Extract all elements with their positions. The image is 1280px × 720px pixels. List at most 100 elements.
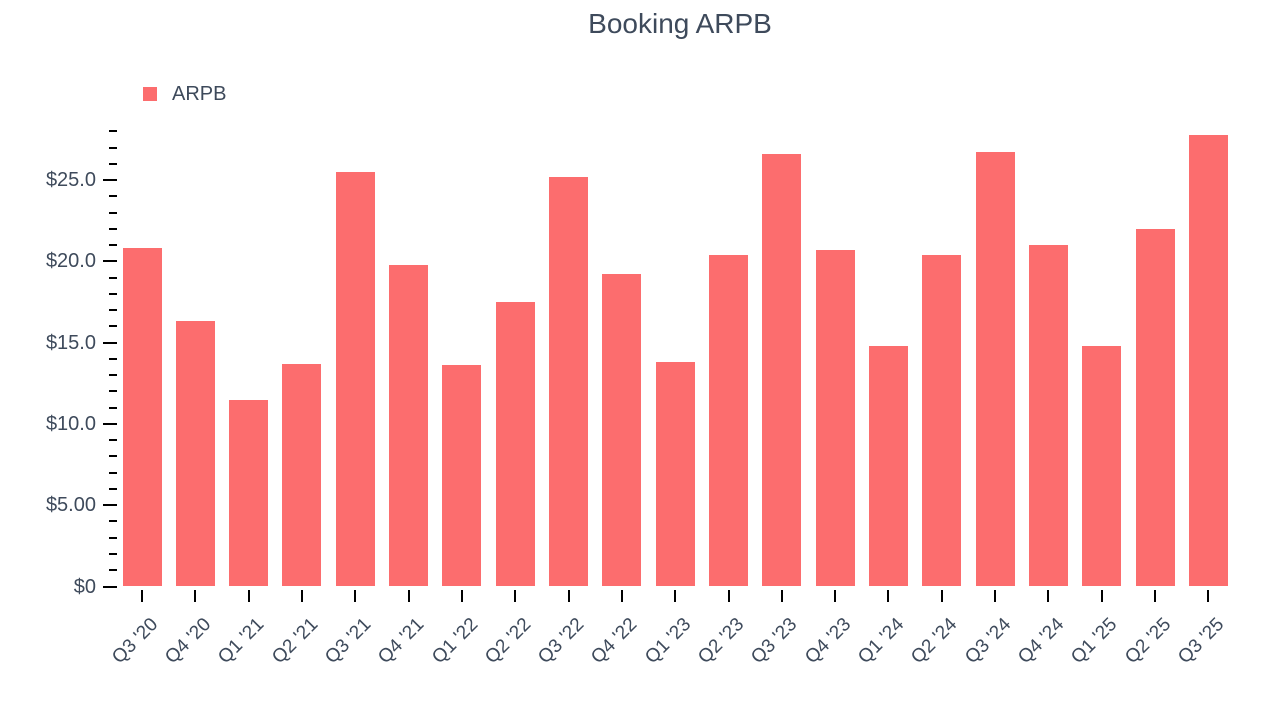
bar-q3-24[interactable]: [975, 152, 1015, 587]
x-axis-tick: [141, 590, 143, 602]
x-axis-tick: [674, 590, 677, 602]
bar-q3-21[interactable]: [335, 171, 375, 587]
chart-title: Booking ARPB: [588, 8, 772, 39]
bar-q4-20[interactable]: [175, 321, 215, 587]
y-axis-minor-tick: [109, 195, 117, 198]
y-axis-minor-tick: [109, 569, 117, 572]
x-axis-tick: [834, 590, 837, 602]
bar-q1-24[interactable]: [868, 345, 908, 587]
x-axis-label: Q1 '21: [214, 614, 269, 669]
x-axis-label: Q3 '21: [321, 614, 376, 669]
x-axis-label: Q4 '21: [374, 614, 429, 669]
x-axis-label: Q4 '20: [161, 614, 216, 669]
bar-q4-23[interactable]: [815, 249, 855, 587]
x-axis-label: Q1 '23: [641, 614, 696, 669]
y-axis-label: $20.0: [45, 250, 96, 273]
y-axis-minor-tick: [109, 536, 117, 539]
y-axis-minor-tick: [109, 292, 117, 295]
x-axis-tick: [247, 590, 250, 602]
bar-q1-23[interactable]: [655, 362, 695, 587]
y-axis-label: $10.0: [45, 412, 96, 435]
bar-q3-23[interactable]: [762, 154, 802, 587]
legend-swatch-icon: [143, 87, 157, 101]
x-axis-label: Q1 '25: [1067, 614, 1122, 669]
bar-q3-20[interactable]: [122, 248, 162, 587]
y-axis-major-tick: [103, 179, 117, 182]
x-axis-tick: [887, 590, 890, 602]
x-axis-tick: [727, 590, 730, 602]
x-axis-tick: [620, 590, 623, 602]
bar-q2-25[interactable]: [1135, 228, 1175, 587]
y-axis-minor-tick: [109, 520, 117, 523]
y-axis-label: $0: [73, 575, 96, 598]
x-axis-label: Q3 '20: [107, 614, 162, 669]
x-axis-label: Q4 '22: [587, 614, 642, 669]
y-axis-minor-tick: [109, 211, 117, 214]
x-axis-label: Q2 '25: [1120, 614, 1175, 669]
x-axis-tick: [567, 590, 570, 602]
y-axis-label: $15.0: [45, 331, 96, 354]
x-axis-label: Q3 '23: [747, 614, 802, 669]
y-axis-minor-tick: [109, 276, 117, 279]
x-axis-label: Q2 '21: [267, 614, 322, 669]
y-axis-minor-tick: [109, 552, 117, 555]
bar-q1-21[interactable]: [229, 399, 269, 587]
bar-q2-23[interactable]: [709, 254, 749, 587]
y-axis-minor-tick: [109, 146, 117, 149]
x-axis-label: Q1 '24: [854, 614, 909, 669]
bar-q1-22[interactable]: [442, 365, 482, 587]
bar-q3-22[interactable]: [549, 176, 589, 587]
y-axis-minor-tick: [109, 374, 117, 377]
x-axis-label: Q4 '23: [800, 614, 856, 669]
bar-q2-21[interactable]: [282, 363, 322, 587]
y-axis-major-tick: [103, 585, 117, 588]
x-axis-tick: [1154, 590, 1157, 602]
x-axis-tick: [194, 590, 197, 602]
y-axis-minor-tick: [109, 130, 117, 133]
x-axis-label: Q4 '24: [1014, 614, 1069, 669]
x-axis-tick: [514, 590, 517, 602]
y-axis-minor-tick: [109, 162, 117, 165]
bar-q2-22[interactable]: [495, 301, 535, 587]
y-axis-minor-tick: [109, 487, 117, 490]
y-axis-major-tick: [103, 422, 117, 425]
y-axis-minor-tick: [109, 325, 117, 328]
x-axis-tick: [354, 590, 357, 602]
bar-q4-21[interactable]: [389, 264, 429, 587]
y-axis-major-tick: [103, 260, 117, 263]
x-axis-label: Q2 '22: [481, 614, 536, 669]
y-axis-minor-tick: [109, 471, 117, 474]
x-axis-tick: [1207, 590, 1210, 602]
y-axis-minor-tick: [109, 227, 117, 230]
x-axis-label: Q1 '22: [427, 614, 482, 669]
bar-q4-24[interactable]: [1028, 245, 1068, 587]
legend-item-arpb[interactable]: ARPB: [143, 83, 226, 105]
x-axis-tick: [994, 590, 997, 602]
x-axis-tick: [407, 590, 410, 602]
x-axis-tick: [780, 590, 783, 602]
x-axis-tick: [1047, 590, 1050, 602]
y-axis-minor-tick: [109, 309, 117, 312]
y-axis-minor-tick: [109, 455, 117, 458]
x-axis-label: Q3 '25: [1174, 614, 1229, 669]
bar-q3-25[interactable]: [1188, 134, 1228, 587]
x-axis-label: Q3 '24: [960, 614, 1015, 669]
bar-q1-25[interactable]: [1082, 345, 1122, 587]
y-axis-major-tick: [103, 504, 117, 507]
y-axis-major-tick: [103, 341, 117, 344]
y-axis-minor-tick: [109, 357, 117, 360]
bar-q4-22[interactable]: [602, 274, 642, 587]
y-axis-minor-tick: [109, 244, 117, 247]
y-axis-minor-tick: [109, 439, 117, 442]
y-axis-label: $25.0: [45, 169, 96, 192]
y-axis-label: $5.00: [45, 494, 96, 517]
x-axis-label: Q3 '22: [534, 614, 589, 669]
x-axis-label: Q2 '23: [694, 614, 749, 669]
x-axis-tick: [940, 590, 943, 602]
bar-q2-24[interactable]: [922, 254, 962, 587]
x-axis-tick: [300, 590, 303, 602]
y-axis-minor-tick: [109, 406, 117, 409]
legend-label: ARPB: [172, 82, 227, 105]
x-axis-label: Q2 '24: [907, 614, 962, 669]
